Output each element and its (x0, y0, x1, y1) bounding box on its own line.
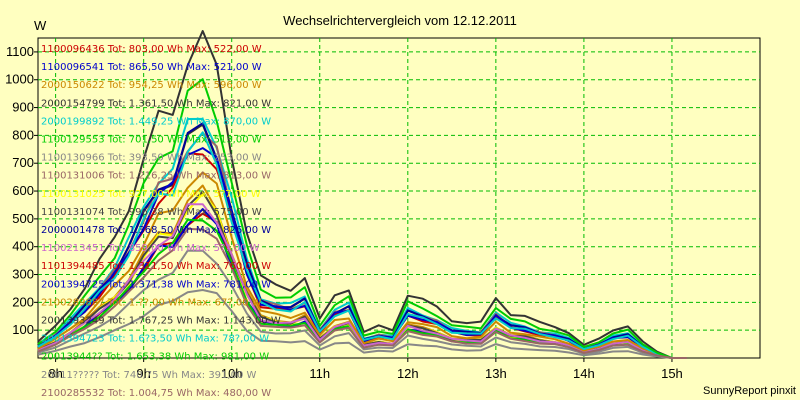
legend-entry: 2100285532 Tot: 1.004,75 Wh Max: 480,00 … (41, 388, 271, 399)
x-tick-label: 8h (48, 366, 62, 381)
legend: 1100096436 Tot: 803,00 Wh Max: 522,00 W 1… (41, 44, 281, 399)
legend-entry: 2000001478 Tot: 1.368,50 Wh Max: 826,00 … (41, 225, 271, 236)
y-tick-label: 900 (12, 100, 34, 115)
y-tick-label: 600 (12, 183, 34, 198)
x-tick-label: 13h (485, 366, 507, 381)
y-axis-label: W (34, 18, 47, 33)
legend-entry: 1101394485 Tot: 1.311,50 Wh Max: 760,00 … (41, 261, 271, 272)
legend-entry: 1100096541 Tot: 865,50 Wh Max: 521,00 W (41, 62, 262, 73)
grid (38, 38, 760, 358)
legend-entry: 20011????? Tot: 740,75 Wh Max: 391,00 W (41, 370, 256, 381)
chart-title: Wechselrichtervergleich vom 12.12.2011 (283, 13, 517, 28)
series-line (37, 30, 687, 359)
y-tick-label: 400 (12, 239, 34, 254)
legend-entry: 2100289887 Tot: 1.??,00 Wh Max: 67?,00 W (41, 297, 262, 308)
y-tick-label: 700 (12, 155, 34, 170)
legend-entry: 2000199892 Tot: 1.449,25 Wh Max: 870,00 … (41, 116, 271, 127)
legend-entry: 2001393249 Tot: 1.767,25 Wh Max: 1.143,0… (41, 316, 281, 327)
series-line (37, 171, 687, 359)
series-lines (37, 30, 687, 359)
legend-entry: 1100096436 Tot: 803,00 Wh Max: 522,00 W (41, 44, 262, 55)
legend-entry: 1100131074 Tot: 996,38 Wh Max: 575,00 W (41, 207, 262, 218)
y-tick-label: 1100 (6, 44, 34, 59)
x-tick-label: 9h (136, 366, 150, 381)
x-tick-label: 10h (221, 366, 243, 381)
series-line (37, 203, 687, 359)
y-tick-label: 300 (12, 267, 34, 282)
y-tick-label: 200 (12, 294, 34, 309)
series-line (37, 227, 687, 359)
y-axis: 100 200 300 400 500 600 700 800 900 1000 1100 (5, 44, 38, 337)
series-line (37, 249, 687, 359)
legend-entry: 1100131006 Tot: 1.216,25 Wh Max: 813,00 … (41, 171, 271, 182)
series-line (37, 78, 687, 359)
legend-entry: 1100213451 Tot: 859,00 Wh Max: 5??,00 W (41, 243, 260, 254)
legend-entry: 2001394723 Tot: 1.6?3,50 Wh Max: 78?,00 … (41, 334, 269, 345)
series-line (37, 289, 687, 359)
y-tick-label: 800 (12, 127, 34, 142)
footer-credit: SunnyReport pinxit (703, 385, 796, 397)
legend-entry: 1100130966 Tot: 393,50 Wh Max: 253,00 W (41, 153, 262, 164)
y-tick-label: 1000 (5, 72, 34, 87)
x-axis: 8h 9h 10h 11h 12h 13h 14h 15h (48, 358, 683, 381)
x-tick-label: 14h (573, 366, 595, 381)
legend-entry: 2000150622 Tot: 954,25 Wh Max: 596,00 W (41, 80, 262, 91)
x-tick-label: 12h (397, 366, 419, 381)
legend-entry: 1100131025 Tot: 927,00 Wh Max: 5?7,00 W (41, 189, 261, 200)
x-tick-label: 11h (309, 366, 330, 381)
x-tick-label: 15h (661, 366, 683, 381)
legend-entry: 20013944?? Tot: 1.653,38 Wh Max: 981,00 … (41, 352, 269, 363)
series-line (37, 131, 687, 359)
y-tick-label: 500 (12, 211, 34, 226)
legend-entry: 2000154799 Tot: 1.361,50 Wh Max: 821,00 … (41, 98, 271, 109)
y-tick-label: 100 (12, 322, 34, 337)
legend-entry: 2001394725 Tot: 1.371,38 Wh Max: 781,00 … (41, 279, 271, 290)
legend-entry: 1100129553 Tot: 701,50 Wh Max: 513,00 W (41, 135, 262, 146)
